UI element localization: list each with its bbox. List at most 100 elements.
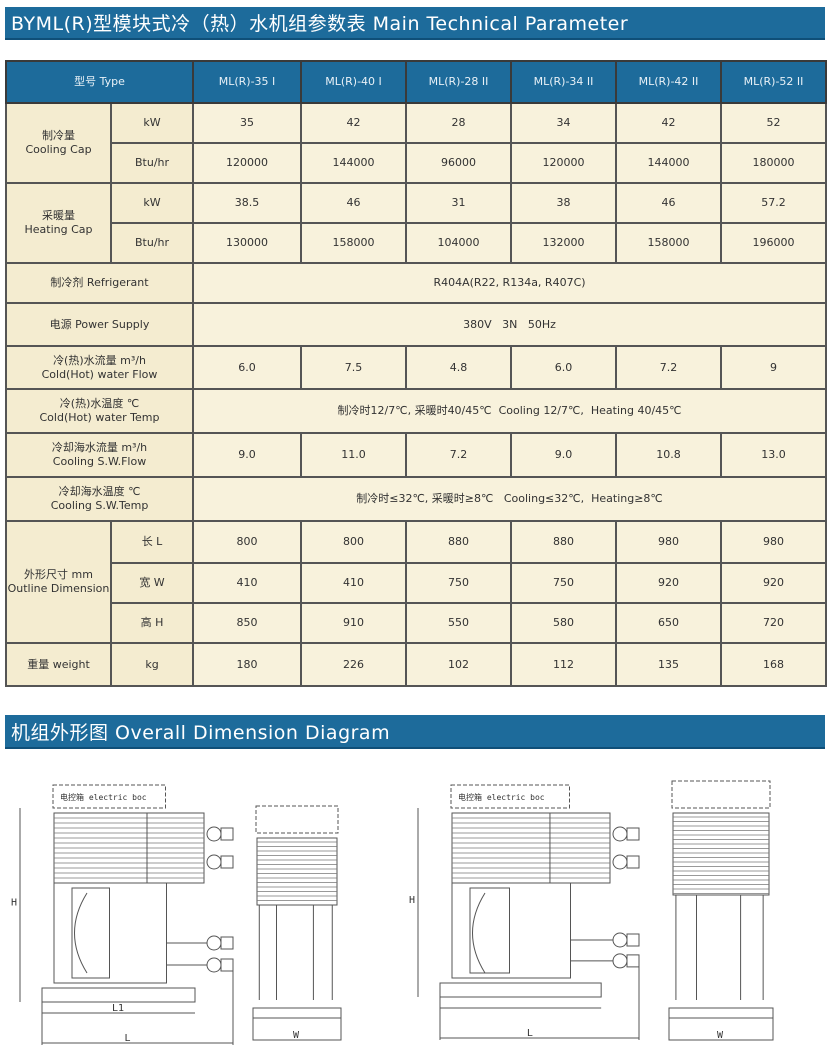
dimension-length-cell: 980 [615, 520, 723, 564]
dim-h-label: H [409, 895, 415, 906]
cooling_cap-label: 制冷量 Cooling Cap [5, 102, 112, 184]
water-pump [469, 887, 510, 974]
label-line: 制冷剂 Refrigerant [50, 276, 149, 289]
refrigerant-row: 制冷剂 Refrigerant R404A(R22, R134a, R407C) [4, 262, 828, 304]
sw_temp-label: 冷却海水温度 ℃ Cooling S.W.Temp [4, 476, 195, 522]
power_supply-label: 电源 Power Supply [4, 302, 195, 347]
electric-box-label: 电控箱 electric boc [60, 792, 147, 802]
dimension-length-cell: 800 [300, 520, 408, 564]
dimension-height-cell: 850 [192, 602, 303, 644]
water_flow-cell: 4.8 [405, 345, 513, 390]
sw_temp-value: 制冷时≤32℃, 采暖时≥8℃ Cooling≤32℃, Heating≥8℃ [192, 476, 828, 522]
label-line: Heating Cap [24, 223, 93, 236]
pipe-valve [206, 957, 222, 973]
sw_temp-row: 冷却海水温度 ℃ Cooling S.W.Temp 制冷时≤32℃, 采暖时≥8℃ … [4, 476, 828, 522]
label-line: 冷却海水温度 ℃ [58, 485, 141, 498]
model-header: ML(R)-42 II [615, 60, 723, 104]
page-title: BYML(R)型模块式冷（热）水机组参数表 Main Technical Par… [11, 13, 629, 35]
frame [451, 882, 571, 979]
heating_cap-btu-cell: 130000 [192, 222, 303, 264]
heating_cap-kw-cell: 46 [300, 182, 408, 224]
water_flow-row: 冷(热)水流量 m³/h Cold(Hot) water Flow 6.0 7.5 4.… [4, 345, 828, 390]
unit-kw: kW [109, 182, 195, 224]
dim-h-label: H [11, 898, 17, 909]
label-line: 制冷量 [42, 129, 75, 142]
pipe-flange [626, 954, 640, 968]
cooling_cap-kw-cell: 34 [510, 102, 618, 144]
water_flow-label: 冷(热)水流量 m³/h Cold(Hot) water Flow [4, 345, 195, 390]
sw_flow-label: 冷却海水流量 m³/h Cooling S.W.Flow [4, 432, 195, 478]
dim-w-label: W [293, 1030, 300, 1041]
side-coil [672, 812, 770, 896]
main-title-bar: BYML(R)型模块式冷（热）水机组参数表 Main Technical Par… [5, 7, 825, 40]
dimension-length-cell: 880 [405, 520, 513, 564]
dimension-width-cell: 920 [615, 562, 723, 604]
label-line: Cold(Hot) water Temp [39, 411, 160, 424]
model-header: ML(R)-52 II [720, 60, 828, 104]
dimension-height-cell: 650 [615, 602, 723, 644]
weight-cell: 102 [405, 642, 513, 687]
water-pump [71, 887, 110, 979]
model-header: ML(R)-34 II [510, 60, 618, 104]
base [41, 987, 196, 1003]
heating_cap-kw-row: 采暖量 Heating Cap kW 38.5 46 31 38 46 57.2 [5, 182, 828, 264]
label-line: 冷(热)水流量 m³/h [53, 353, 146, 367]
label-line: 冷却海水流量 m³/h [51, 441, 148, 454]
weight-cell: 226 [300, 642, 408, 687]
dimension-height-cell: 550 [405, 602, 513, 644]
sw_flow-cell: 7.2 [405, 432, 513, 478]
parameter-table-body: 型号 Type ML(R)-35 I ML(R)-40 I ML(R)-28 II ML… [4, 60, 828, 687]
frame [53, 882, 167, 984]
water_flow-cell: 6.0 [192, 345, 303, 390]
side-coil [256, 837, 338, 906]
weight-row: 重量 weight kg 180 226 102 112 135 168 [5, 642, 828, 687]
side-electric-box [671, 780, 771, 809]
electric-box [450, 784, 570, 809]
unit-kw: kW [109, 102, 195, 144]
heating_cap-label: 采暖量 Heating Cap [5, 182, 112, 264]
pipe-valve [612, 826, 628, 842]
weight-cell: 135 [615, 642, 723, 687]
cooling_cap-btu-cell: 96000 [405, 142, 513, 184]
power_supply-row: 电源 Power Supply 380V 3N 50Hz [4, 302, 828, 347]
pipe-flange [220, 827, 234, 841]
water_flow-cell: 9 [720, 345, 828, 390]
cooling_cap-btu-cell: 120000 [510, 142, 618, 184]
dimension-width-cell: 750 [405, 562, 513, 604]
dimension-height-cell: 910 [300, 602, 408, 644]
refrigerant-value: R404A(R22, R134a, R407C) [192, 262, 828, 304]
dimension-length-cell: 880 [510, 520, 618, 564]
label-line: 外形尺寸 mm [24, 568, 93, 581]
wire [74, 892, 88, 974]
heating_cap-kw-cell: 46 [615, 182, 723, 224]
dimension-length-cell: 980 [720, 520, 828, 564]
pipe-flange [626, 933, 640, 947]
label-line: Cooling S.W.Temp [50, 499, 149, 512]
dimension-length-label: 长 L [109, 520, 195, 564]
unit-btu: Btu/hr [109, 142, 195, 184]
dimension-height-row: 高 H 850 910 550 580 650 720 [6, 602, 828, 644]
dimension-label: 外形尺寸 mm Outline Dimension [5, 520, 112, 644]
heating_cap-kw-cell: 38.5 [192, 182, 303, 224]
pipe-valve [206, 826, 222, 842]
water_temp-row: 冷(热)水温度 ℃ Cold(Hot) water Temp 制冷时12/7℃, 采… [4, 388, 828, 434]
sw_flow-cell: 9.0 [192, 432, 303, 478]
electric-box [52, 784, 166, 809]
heating_cap-btu-cell: 132000 [510, 222, 618, 264]
weight-label: 重量 weight [5, 642, 112, 687]
heating_cap-kw-cell: 38 [510, 182, 618, 224]
dimension-width-cell: 920 [720, 562, 828, 604]
pipe-flange [626, 855, 640, 869]
dimension-width-cell: 410 [192, 562, 303, 604]
dim-l-label: L [125, 1033, 131, 1044]
sw_flow-cell: 10.8 [615, 432, 723, 478]
parameter-table: 型号 Type ML(R)-35 I ML(R)-40 I ML(R)-28 II ML… [4, 60, 828, 687]
label-line: Cold(Hot) water Flow [41, 367, 158, 381]
pipe-flange [220, 936, 234, 950]
heating_cap-btu-cell: 158000 [300, 222, 408, 264]
pipe-valve [612, 953, 628, 969]
weight-cell: 112 [510, 642, 618, 687]
wire [472, 892, 486, 974]
dimension-height-label: 高 H [109, 602, 195, 644]
heating_cap-btu-cell: 158000 [615, 222, 723, 264]
